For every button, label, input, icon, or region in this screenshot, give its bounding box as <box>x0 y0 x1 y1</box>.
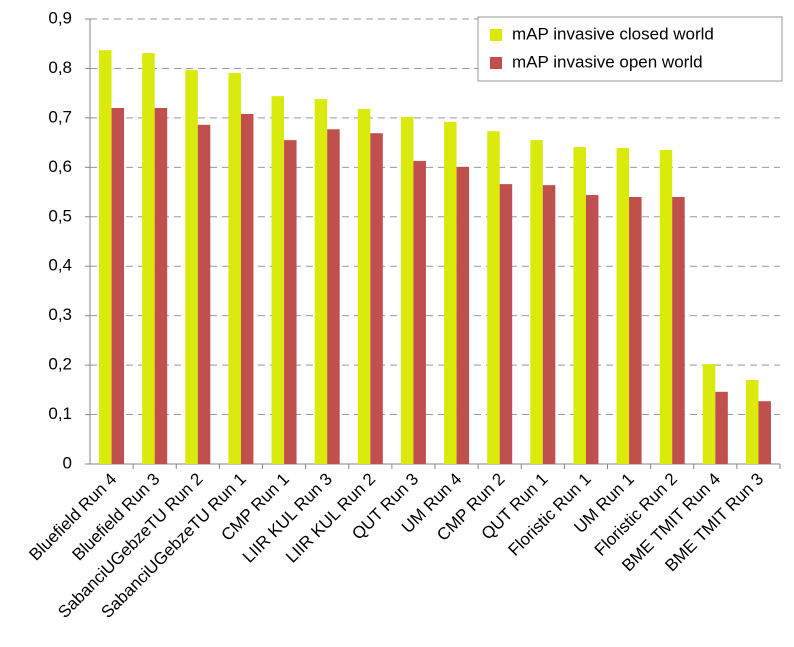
y-tick-label: 0,7 <box>48 107 72 126</box>
legend-box <box>477 16 783 82</box>
bar <box>327 129 340 464</box>
y-tick-label: 0,3 <box>48 305 72 324</box>
bar <box>228 72 241 465</box>
y-tick-label: 0,4 <box>48 256 72 275</box>
bar <box>745 379 759 464</box>
bar <box>542 185 556 464</box>
y-tick-label: 0 <box>63 453 72 472</box>
bar <box>271 96 285 464</box>
bar <box>573 147 586 465</box>
bar <box>154 108 168 464</box>
y-tick-label: 0,2 <box>48 355 72 374</box>
bar <box>284 140 297 464</box>
bar <box>357 108 371 464</box>
bar <box>444 121 457 464</box>
bar <box>185 69 198 464</box>
bar <box>370 133 383 464</box>
bar <box>456 166 470 465</box>
y-tick-label: 0,6 <box>48 157 72 176</box>
bar <box>585 195 599 464</box>
y-tick-label: 0,5 <box>48 206 72 225</box>
bar <box>715 391 728 464</box>
bar <box>400 116 414 465</box>
y-tick-label: 0,8 <box>48 58 72 77</box>
bar <box>111 108 125 464</box>
bar <box>530 140 543 464</box>
legend-swatch <box>490 29 502 41</box>
bar <box>487 131 500 464</box>
bar <box>659 150 673 464</box>
bar <box>413 160 426 464</box>
y-tick-label: 0,9 <box>48 8 72 27</box>
bar <box>142 53 155 464</box>
bar <box>672 197 685 464</box>
bar <box>758 401 771 464</box>
bar <box>499 184 513 464</box>
bar <box>240 113 254 464</box>
legend-label: mAP invasive open world <box>512 52 703 71</box>
legend-label: mAP invasive closed world <box>512 24 714 43</box>
bar <box>314 99 328 464</box>
legend-swatch <box>490 57 502 69</box>
legend: mAP invasive closed world mAP invasive op… <box>477 16 783 82</box>
y-tick-label: 0,1 <box>48 404 72 423</box>
bar <box>197 124 211 465</box>
bar <box>629 197 642 464</box>
bar <box>702 364 716 464</box>
bar <box>616 148 630 465</box>
bar <box>99 50 112 465</box>
